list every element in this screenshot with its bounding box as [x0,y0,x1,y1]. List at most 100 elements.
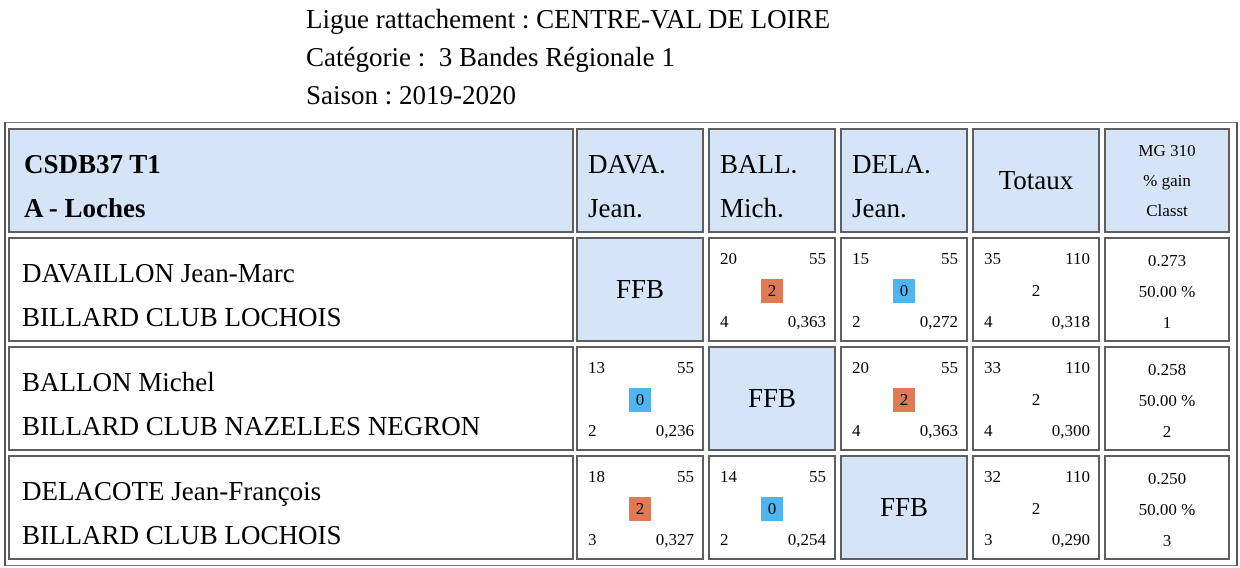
mg-header-line2: % gain [1143,171,1191,190]
page-header: Ligue rattachement : CENTRE-VAL DE LOIRE… [306,0,830,114]
match-reprises: 4 [852,421,861,440]
mg-header-line1: MG 310 [1138,141,1196,160]
total-reprises: 4 [984,312,993,331]
match-distance: 55 [809,467,826,486]
match-moyenne: 0,272 [919,312,958,331]
match-result-badge: 0 [629,388,651,412]
total-reprises: 3 [984,530,993,549]
total-distance: 110 [1065,467,1090,486]
ligue-value: CENTRE-VAL DE LOIRE [536,4,831,34]
match-points: 13 [588,358,605,377]
categorie-line: Catégorie : 3 Bandes Régionale 1 [306,38,830,76]
match-moyenne: 0,327 [655,530,694,549]
mg-header-line3: Classt [1146,201,1188,220]
ffb-cell: FFB [708,346,836,451]
ffb-label: FFB [615,274,665,304]
totals-header-label: Totaux [998,165,1074,195]
total-points: 33 [984,358,1001,377]
player-name-cell: DELACOTE Jean-François BILLARD CLUB LOCHO… [8,455,574,560]
ligue-label: Ligue rattachement : [306,4,530,34]
match-result-badge: 2 [761,279,783,303]
mg-rank: 2 [1162,422,1172,441]
match-points: 20 [852,358,869,377]
player-header-line1: BALL. [720,149,798,179]
match-distance: 55 [677,358,694,377]
team-name: A - Loches [24,193,146,223]
ffb-cell: FFB [840,455,968,560]
match-score-cell: 15 55 0 2 0,272 [840,237,968,342]
total-distance: 110 [1065,249,1090,268]
ligue-line: Ligue rattachement : CENTRE-VAL DE LOIRE [306,0,830,38]
player-club: BILLARD CLUB LOCHOIS [22,302,342,332]
results-table: CSDB37 T1 A - Loches DAVA. Jean. BALL. Mich. D… [4,122,1238,566]
total-result: 2 [1031,281,1041,300]
mg-cell: 0.273 50.00 % 1 [1104,237,1230,342]
match-points: 15 [852,249,869,268]
player-club: BILLARD CLUB NAZELLES NEGRON [22,411,481,441]
team-code: CSDB37 T1 [24,149,161,179]
match-reprises: 2 [588,421,597,440]
match-reprises: 2 [720,530,729,549]
totals-cell: 32 110 2 3 0,290 [972,455,1100,560]
ffb-label: FFB [879,492,929,522]
total-moyenne: 0,300 [1051,421,1090,440]
mg-rank: 1 [1162,313,1172,332]
categorie-value: 3 Bandes Régionale 1 [438,42,675,72]
ffb-label: FFB [747,383,797,413]
mg-cell: 0.250 50.00 % 3 [1104,455,1230,560]
player-name-cell: BALLON Michel BILLARD CLUB NAZELLES NEGRO… [8,346,574,451]
mg-header-cell: MG 310 % gain Classt [1104,128,1230,233]
player-header-cell: DELA. Jean. [840,128,968,233]
totals-cell: 33 110 2 4 0,300 [972,346,1100,451]
mg-value: 0.273 [1147,251,1187,270]
match-distance: 55 [809,249,826,268]
player-club: BILLARD CLUB LOCHOIS [22,520,342,550]
match-distance: 55 [677,467,694,486]
mg-rank: 3 [1162,531,1172,550]
mg-cell: 0.258 50.00 % 2 [1104,346,1230,451]
match-reprises: 2 [852,312,861,331]
total-result: 2 [1031,390,1041,409]
mg-value: 0.250 [1147,469,1187,488]
match-score-cell: 20 55 2 4 0,363 [840,346,968,451]
match-result-badge: 0 [893,279,915,303]
match-moyenne: 0,236 [655,421,694,440]
match-reprises: 3 [588,530,597,549]
mg-gain: 50.00 % [1138,391,1196,410]
ffb-cell: FFB [576,237,704,342]
mg-value: 0.258 [1147,360,1187,379]
match-result-badge: 2 [629,497,651,521]
total-result: 2 [1031,499,1041,518]
total-points: 32 [984,467,1001,486]
match-result-badge: 2 [893,388,915,412]
total-moyenne: 0,290 [1051,530,1090,549]
match-points: 14 [720,467,737,486]
match-score-cell: 20 55 2 4 0,363 [708,237,836,342]
match-moyenne: 0,363 [919,421,958,440]
totals-header-cell: Totaux [972,128,1100,233]
saison-value: 2019-2020 [399,80,517,110]
total-reprises: 4 [984,421,993,440]
total-points: 35 [984,249,1001,268]
player-header-cell: BALL. Mich. [708,128,836,233]
match-result-badge: 0 [761,497,783,521]
team-header-cell: CSDB37 T1 A - Loches [8,128,574,233]
player-header-line2: Jean. [588,193,643,223]
saison-label: Saison : [306,80,393,110]
player-header-cell: DAVA. Jean. [576,128,704,233]
player-name: DELACOTE Jean-François [22,476,322,506]
match-points: 20 [720,249,737,268]
player-header-line2: Jean. [852,193,907,223]
match-points: 18 [588,467,605,486]
saison-line: Saison : 2019-2020 [306,76,830,114]
match-reprises: 4 [720,312,729,331]
player-header-line1: DELA. [852,149,931,179]
categorie-label: Catégorie : [306,42,426,72]
totals-cell: 35 110 2 4 0,318 [972,237,1100,342]
player-name: DAVAILLON Jean-Marc [22,258,295,288]
mg-gain: 50.00 % [1138,282,1196,301]
player-header-line2: Mich. [720,193,784,223]
player-name-cell: DAVAILLON Jean-Marc BILLARD CLUB LOCHOIS [8,237,574,342]
match-distance: 55 [941,358,958,377]
match-score-cell: 18 55 2 3 0,327 [576,455,704,560]
